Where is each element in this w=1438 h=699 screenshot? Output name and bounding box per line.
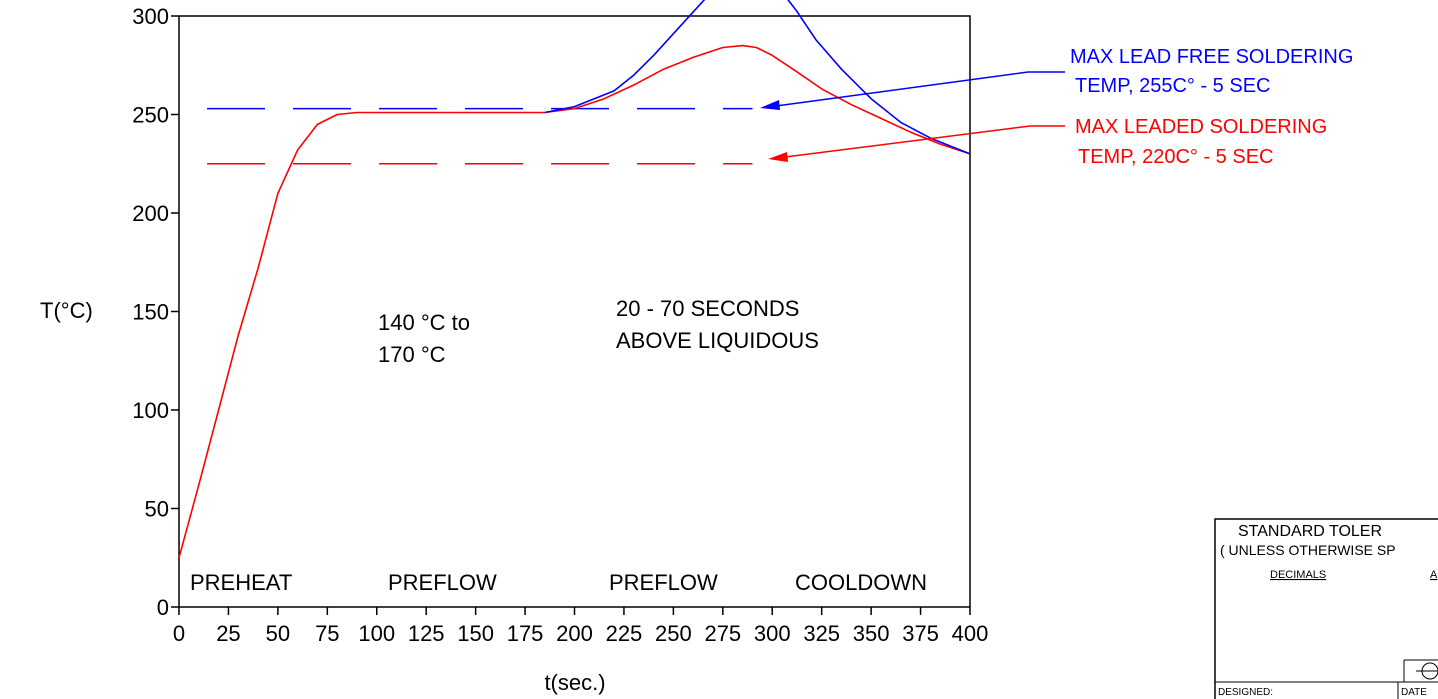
series-line [178,44,971,559]
title-block-decimals-label: DECIMALS [1270,569,1326,581]
soak-annotation-line1: 140 °C to [378,310,470,335]
projection-symbol-icon [1416,662,1438,680]
x-tick-label: 100 [358,621,395,646]
title-block-designed-label: DESIGNED: [1218,687,1273,698]
x-axis-ticks: 0 25 50 75 100 125 150 175 200 225 250 275 300 325 350… [173,607,988,646]
x-tick-label: 75 [315,621,339,646]
x-tick-label: 400 [952,621,989,646]
y-tick-label: 150 [132,300,169,325]
reference-lines [207,107,753,165]
title-block: STANDARD TOLER ( UNLESS OTHERWISE SP DEC… [1214,518,1438,699]
leaded-callout-line1: MAX LEADED SOLDERING [1075,116,1327,138]
x-tick-label: 250 [655,621,692,646]
y-tick-label: 0 [157,595,169,620]
x-axis-label: t(sec.) [544,670,605,695]
x-tick-label: 225 [606,621,643,646]
y-tick-label: 200 [132,201,169,226]
x-tick-label: 375 [902,621,939,646]
soak-annotation-line2: 170 °C [378,342,446,367]
zone-label-preflow-1: PREFLOW [388,570,497,595]
series-lines [178,0,971,559]
x-tick-label: 275 [704,621,741,646]
x-tick-label: 200 [556,621,593,646]
x-tick-label: 325 [803,621,840,646]
lead-free-callout-leader [775,71,1065,107]
y-tick-label: 100 [132,398,169,423]
y-axis-label: T(°C) [40,298,93,323]
y-tick-label: 50 [145,497,169,522]
x-tick-label: 125 [408,621,445,646]
leaded-callout-leader [784,125,1065,158]
title-block-subheading: ( UNLESS OTHERWISE SP [1220,542,1396,558]
x-tick-label: 175 [507,621,544,646]
zone-label-preheat: PREHEAT [190,570,292,595]
leaded-callout-line2: TEMP, 220C° - 5 SEC [1078,146,1273,168]
x-tick-label: 150 [457,621,494,646]
lead-free-callout-arrowhead [760,100,780,110]
x-tick-label: 25 [216,621,240,646]
title-block-date-label: DATE [1401,687,1427,698]
y-tick-label: 300 [132,4,169,29]
reflow-annotation-line1: 20 - 70 SECONDS [616,296,799,321]
y-axis-ticks: 0 50 100 150 200 250 300 [132,4,179,620]
zone-label-preflow-2: PREFLOW [609,570,718,595]
x-tick-label: 50 [266,621,290,646]
reflow-annotation-line2: ABOVE LIQUIDOUS [616,328,819,353]
x-tick-label: 0 [173,621,185,646]
lead-free-callout-line2: TEMP, 255C° - 5 SEC [1075,75,1270,97]
title-block-heading: STANDARD TOLER [1238,523,1382,540]
x-tick-label: 300 [754,621,791,646]
leaded-callout-arrowhead [768,152,788,162]
lead-free-callout-line1: MAX LEAD FREE SOLDERING [1070,46,1353,68]
title-block-angular-label: A [1430,569,1438,581]
x-tick-label: 350 [853,621,890,646]
zone-label-cooldown: COOLDOWN [795,570,927,595]
y-tick-label: 250 [132,103,169,128]
title-block-border [1214,518,1438,699]
